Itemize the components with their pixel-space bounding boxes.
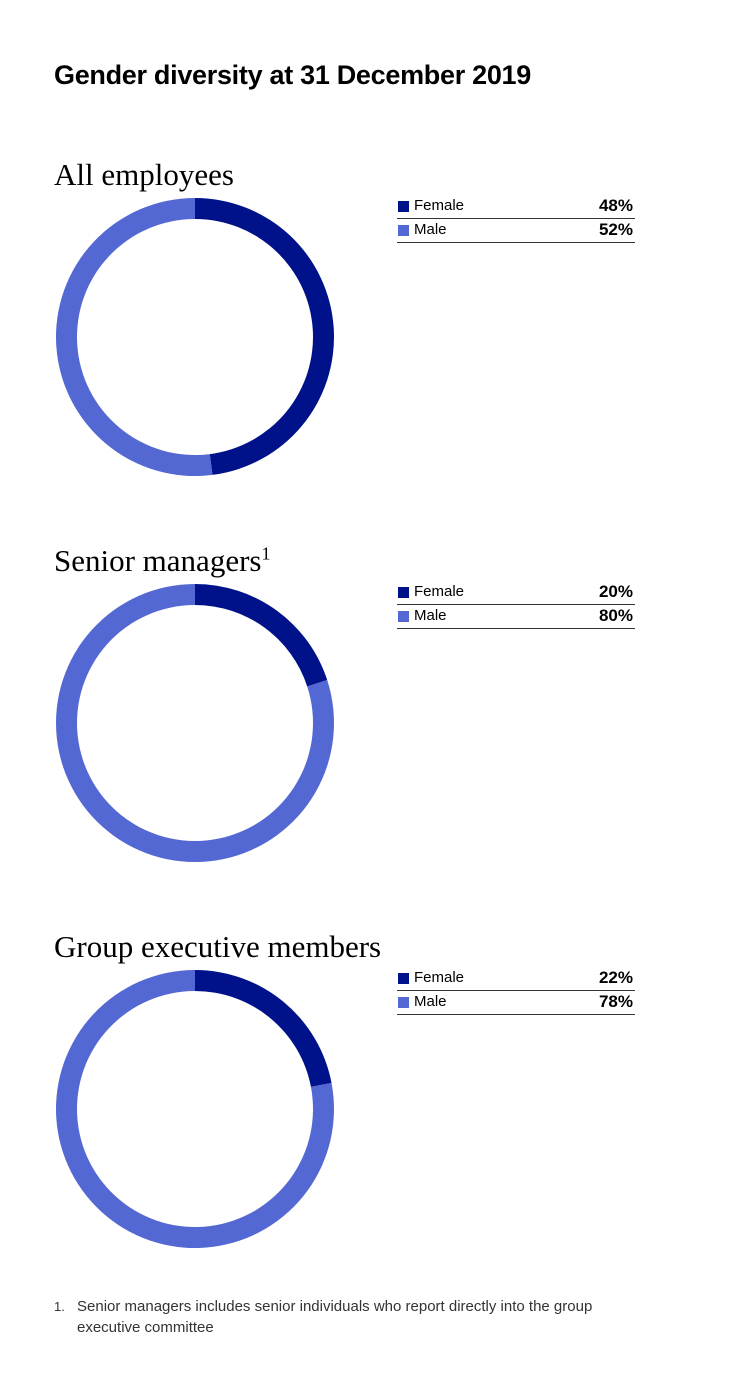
legend-swatch-female	[398, 201, 409, 212]
legend-swatch-male	[398, 611, 409, 622]
donut-chart	[56, 584, 334, 862]
legend-swatch-female	[398, 973, 409, 984]
legend-item-male: Male 52%	[397, 219, 635, 243]
legend-item-female: Female 22%	[397, 967, 635, 991]
legend-label: Female	[414, 583, 465, 600]
legend-label: Female	[414, 969, 465, 986]
chart-title: Group executive members	[54, 929, 382, 964]
chart-title: Senior managers1	[54, 543, 271, 578]
footnote: 1. Senior managers includes senior indiv…	[54, 1296, 654, 1338]
legend-swatch-female	[398, 587, 409, 598]
footnote-number: 1.	[54, 1299, 65, 1314]
donut-chart	[56, 970, 335, 1248]
data-label: 80%	[598, 606, 633, 625]
data-label: 22%	[598, 968, 633, 987]
legend-label: Male	[414, 607, 447, 624]
donut-slice-male	[56, 198, 213, 476]
legend-item-male: Male 78%	[397, 991, 635, 1015]
chart-title: All employees	[54, 157, 234, 192]
legend-label: Female	[414, 197, 465, 214]
legend-swatch-male	[398, 225, 409, 236]
data-label: 20%	[598, 582, 633, 601]
data-label: 48%	[598, 196, 633, 215]
legend-item-female: Female 20%	[397, 581, 635, 605]
page-title: Gender diversity at 31 December 2019	[54, 60, 531, 90]
legend-swatch-male	[398, 997, 409, 1008]
legend-label: Male	[414, 993, 447, 1010]
donut-slice-female	[195, 198, 335, 475]
legend: Female 22% Male 78%	[397, 967, 635, 1015]
chart-senior-managers: Senior managers1 Female 20% Male 80%	[0, 543, 735, 923]
legend-item-female: Female 48%	[397, 195, 635, 219]
legend-item-male: Male 80%	[397, 605, 635, 629]
footnote-text: Senior managers includes senior individu…	[77, 1298, 593, 1336]
donut-slice-female	[195, 584, 328, 687]
legend: Female 20% Male 80%	[397, 581, 635, 629]
chart-all-employees: All employees Female 48% Male 52%	[0, 157, 735, 537]
chart-group-executive-members: Group executive members Female 22% Male …	[0, 929, 735, 1309]
legend-label: Male	[414, 221, 447, 238]
data-label: 78%	[598, 992, 633, 1011]
donut-slice-female	[195, 970, 332, 1087]
donut-chart	[56, 198, 335, 476]
data-label: 52%	[598, 220, 633, 239]
legend: Female 48% Male 52%	[397, 195, 635, 243]
